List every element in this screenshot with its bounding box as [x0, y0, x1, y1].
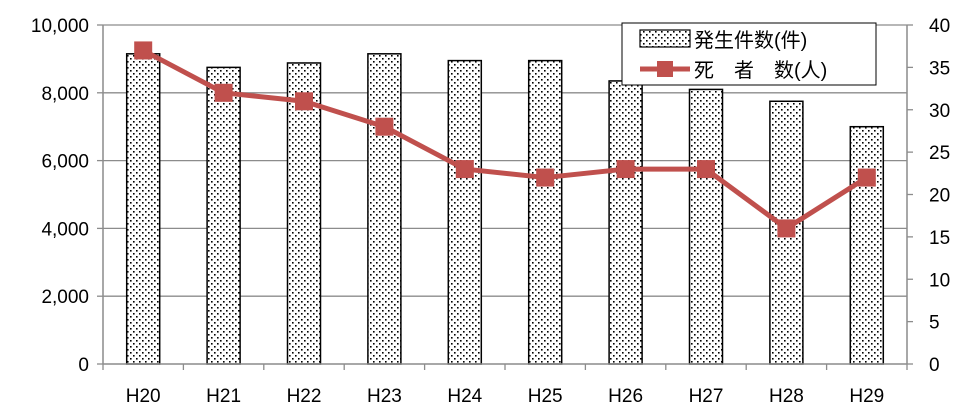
x-tick-label: H27 — [689, 386, 724, 407]
x-tick-label: H28 — [769, 386, 804, 407]
bar-H27 — [688, 88, 724, 365]
marker-H23 — [375, 117, 394, 136]
legend: 発生件数(件) 死 者 数(人) — [621, 22, 877, 86]
marker-H20 — [134, 41, 153, 60]
bar-H22 — [286, 62, 322, 365]
left-tick-label: 6,000 — [41, 152, 89, 173]
right-tick-label: 25 — [929, 143, 950, 164]
right-tick-label: 30 — [929, 101, 950, 122]
x-tick-label: H22 — [287, 386, 322, 407]
x-tick-label: H26 — [608, 386, 643, 407]
x-tick-label: H20 — [126, 386, 161, 407]
bar-H29 — [849, 125, 885, 365]
line-series — [134, 41, 876, 238]
legend-bar-swatch — [639, 29, 691, 48]
marker-H22 — [295, 92, 313, 111]
right-tick-label: 10 — [929, 270, 950, 291]
marker-H28 — [777, 219, 796, 238]
legend-line-marker — [657, 61, 673, 77]
right-tick-label: 20 — [929, 186, 950, 207]
left-tick-label: 0 — [78, 355, 89, 376]
legend-bar-label: 発生件数(件) — [694, 29, 807, 52]
tick-labels: 0 2,000 4,000 6,000 8,000 10,000 0 5 10 15 20 25 30 3… — [31, 16, 950, 407]
bar-H24 — [447, 59, 483, 365]
axes — [97, 24, 913, 370]
x-tick-label: H25 — [528, 386, 563, 407]
bar-H20 — [125, 53, 161, 365]
x-tick-label: H21 — [206, 386, 241, 407]
bar-H26 — [608, 80, 643, 365]
right-tick-label: 35 — [929, 58, 950, 79]
marker-H21 — [214, 83, 233, 102]
bar-H25 — [527, 59, 563, 365]
marker-H26 — [616, 160, 635, 179]
left-tick-label: 10,000 — [31, 16, 89, 37]
right-tick-label: 40 — [929, 16, 950, 37]
marker-H25 — [536, 168, 555, 187]
left-tick-label: 2,000 — [41, 287, 89, 308]
bar-H21 — [206, 66, 241, 365]
bar-series — [125, 53, 885, 365]
x-tick-label: H23 — [367, 386, 402, 407]
marker-H24 — [455, 160, 474, 179]
x-tick-label: H24 — [447, 386, 482, 407]
line-deaths — [142, 48, 869, 231]
x-tick-label: H29 — [849, 386, 884, 407]
right-tick-label: 15 — [929, 228, 950, 249]
marker-H27 — [697, 160, 715, 179]
left-tick-label: 4,000 — [41, 219, 89, 240]
right-tick-label: 5 — [929, 313, 940, 334]
marker-H29 — [857, 168, 876, 187]
bar-H23 — [367, 53, 402, 365]
legend-line-label: 死 者 数(人) — [694, 59, 827, 82]
left-tick-label: 8,000 — [41, 84, 89, 105]
right-tick-label: 0 — [929, 355, 940, 376]
